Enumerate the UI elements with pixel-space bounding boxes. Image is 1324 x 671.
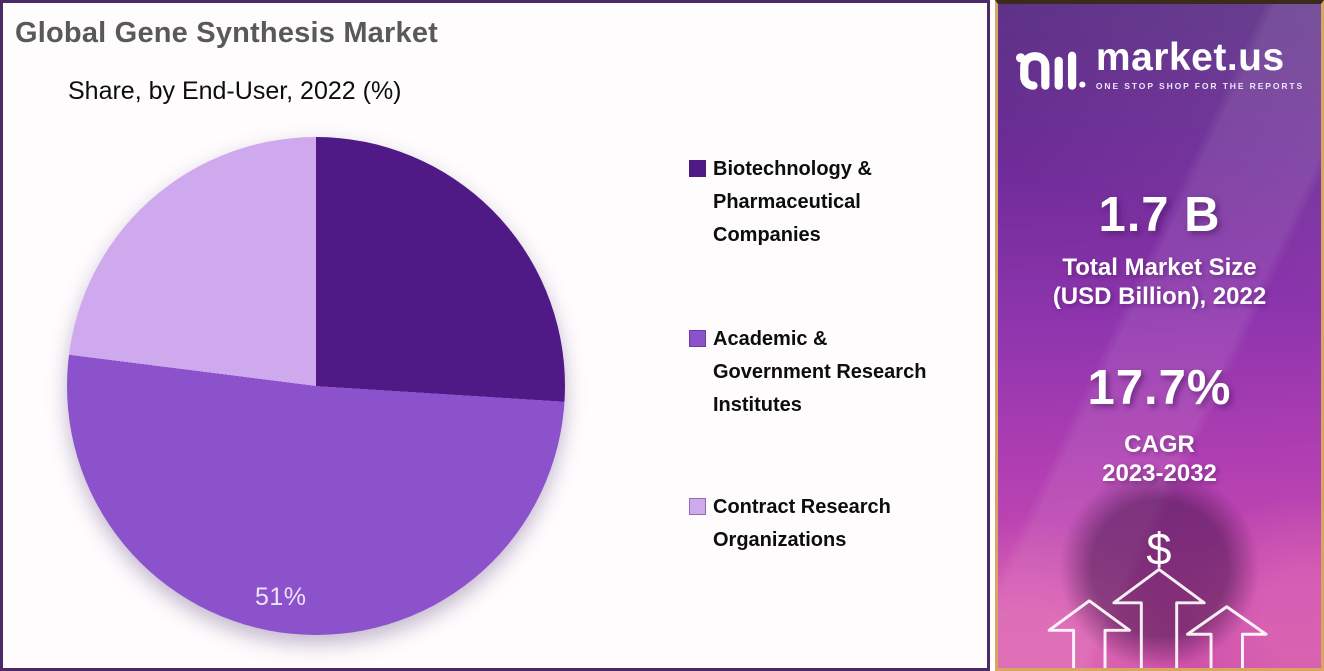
legend-swatch-academic <box>689 330 706 347</box>
marketus-logo: market.us ONE STOP SHOP FOR THE REPORTS <box>998 36 1321 92</box>
stat-label-line: (USD Billion), 2022 <box>1052 283 1267 310</box>
stat-cagr: 17.7% CAGR 2023-2032 <box>998 360 1321 488</box>
stat-label-line: 2023-2032 <box>1102 460 1217 487</box>
stat-label-line: Total Market Size <box>1062 254 1257 281</box>
legend-item-contract: Contract Research Organizations <box>689 491 939 557</box>
stat-label-line: CAGR <box>1124 431 1195 458</box>
legend-item-biotech: Biotechnology & Pharmaceutical Companies <box>689 153 939 252</box>
logo-tagline: ONE STOP SHOP FOR THE REPORTS <box>1095 80 1305 91</box>
legend-item-label: Academic & Government Research Institute… <box>713 328 927 416</box>
stat-value: 17.7% <box>1087 361 1232 415</box>
marketus-sidebar: market.us ONE STOP SHOP FOR THE REPORTS … <box>995 0 1324 671</box>
legend-item-academic: Academic & Government Research Institute… <box>689 323 939 422</box>
stat-value: 1.7 B <box>1098 188 1221 242</box>
pie-slice-label-51: 51% <box>255 583 307 611</box>
logo-wordmark: market.us <box>1095 35 1285 79</box>
legend-swatch-contract <box>689 498 706 515</box>
growth-arrows-icon: $ <box>1047 524 1268 668</box>
legend-item-label: Biotechnology & Pharmaceutical Companies <box>713 158 872 246</box>
marketus-logo-mark-icon <box>1015 51 1086 90</box>
dollar-sign: $ <box>1146 524 1171 575</box>
chart-subtitle: Share, by End-User, 2022 (%) <box>68 77 402 105</box>
pie-chart: 51% <box>67 137 565 635</box>
chart-panel: Global Gene Synthesis Market Share, by E… <box>0 0 990 671</box>
legend-item-label: Contract Research Organizations <box>713 496 891 551</box>
legend-swatch-biotech <box>689 160 706 177</box>
stat-total-market-size: 1.7 B Total Market Size (USD Billion), 2… <box>998 187 1321 311</box>
chart-title: Global Gene Synthesis Market <box>15 17 439 49</box>
